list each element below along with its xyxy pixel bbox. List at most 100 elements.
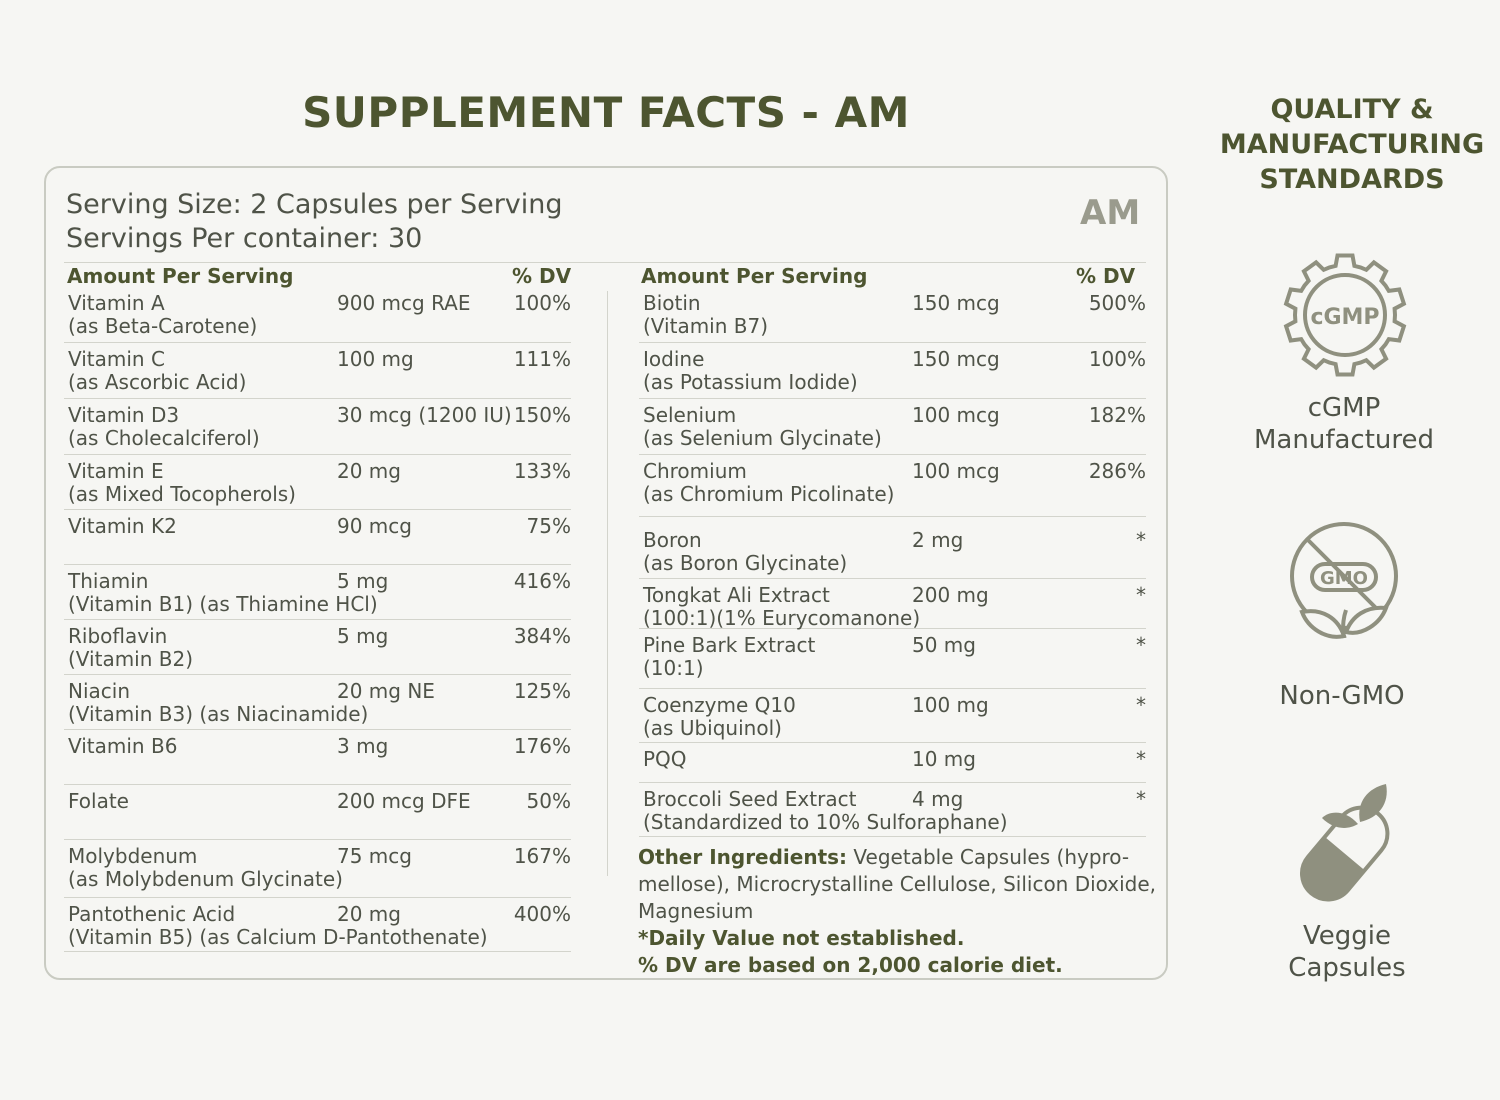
badge-cgmp-line1: cGMP xyxy=(1307,393,1381,423)
column-divider xyxy=(607,291,608,876)
nutrient-amount: 200 mcg DFE xyxy=(337,789,471,813)
nutrient-dv: 133% xyxy=(513,459,571,483)
nutrient-name-line: Iodine xyxy=(643,347,705,371)
nutrient-name: Niacin (Vitamin B3) (as Niacinamide) xyxy=(68,680,368,726)
nutrient-name: Pantothenic Acid (Vitamin B5) (as Calcium… xyxy=(68,903,488,949)
nutrient-name: Biotin (Vitamin B7) xyxy=(643,292,768,338)
nutrient-name-line: Broccoli Seed Extract xyxy=(643,787,857,811)
nutrient-dv: 50% xyxy=(526,789,571,813)
nutrient-source: (as Cholecalciferol) xyxy=(68,426,260,450)
nutrient-dv: * xyxy=(1136,528,1146,552)
nutrient-row: Broccoli Seed Extract (Standardized to 10… xyxy=(639,788,1146,837)
am-badge: AM xyxy=(1080,193,1141,233)
nutrient-row: Chromium (as Chromium Picolinate) 100 mcg 2… xyxy=(639,460,1146,517)
nutrient-name: Broccoli Seed Extract (Standardized to 10… xyxy=(643,788,1008,834)
right-amount-header: Amount Per Serving xyxy=(641,264,868,288)
nutrient-row: Vitamin E (as Mixed Tocopherols) 20 mg 133% xyxy=(64,460,571,510)
nutrient-dv: 500% xyxy=(1088,291,1146,315)
nutrient-name-line: Pantothenic Acid xyxy=(68,902,236,926)
nutrient-dv: 182% xyxy=(1088,403,1146,427)
nutrient-source: (as Ascorbic Acid) xyxy=(68,370,247,394)
nutrient-amount: 900 mcg RAE xyxy=(337,291,471,315)
nutrient-row: Tongkat Ali Extract (100:1)(1% Eurycomano… xyxy=(639,583,1146,630)
badge-veggie: Veggie Capsules xyxy=(1227,920,1467,984)
nutrient-name: PQQ xyxy=(643,748,687,771)
nutrient-amount: 75 mcg xyxy=(337,844,412,868)
nutrient-source: (10:1) xyxy=(643,656,704,680)
dv-basis-note: % DV are based on 2,000 calorie diet. xyxy=(638,953,1063,977)
badge-veggie-line1: Veggie xyxy=(1303,921,1391,951)
nutrient-name: Iodine (as Potassium Iodide) xyxy=(643,348,858,394)
nutrient-dv: 176% xyxy=(513,734,571,758)
badge-cgmp: cGMP Manufactured xyxy=(1224,392,1464,456)
nutrient-source: (as Beta-Carotene) xyxy=(68,314,258,338)
nutrient-name-line: Riboflavin xyxy=(68,624,168,648)
nutrient-name: Vitamin B6 xyxy=(68,735,177,758)
nutrient-source: (Vitamin B3) (as Niacinamide) xyxy=(68,702,369,726)
servings-per-container: Servings Per container: 30 xyxy=(66,223,423,254)
nutrient-amount: 100 mg xyxy=(912,693,989,717)
nutrient-amount: 20 mg xyxy=(337,459,401,483)
standards-title: QUALITY & MANUFACTURING STANDARDS xyxy=(1219,94,1485,195)
nutrient-amount: 20 mg NE xyxy=(337,679,435,703)
nutrient-name: Riboflavin (Vitamin B2) xyxy=(68,625,193,671)
nutrient-name: Selenium (as Selenium Glycinate) xyxy=(643,404,882,450)
nutrient-name: Folate xyxy=(68,790,129,813)
nutrient-name-line: Vitamin B6 xyxy=(68,734,178,758)
nutrient-source: (as Chromium Picolinate) xyxy=(643,482,895,506)
nutrient-name-line: Vitamin A xyxy=(68,291,165,315)
nutrient-amount: 3 mg xyxy=(337,734,389,758)
nutrient-amount: 100 mg xyxy=(337,347,414,371)
badge-cgmp-line2: Manufactured xyxy=(1254,425,1434,455)
nutrient-row: Selenium (as Selenium Glycinate) 100 mcg 18… xyxy=(639,404,1146,455)
nutrient-source: (as Molybdenum Glycinate) xyxy=(68,867,343,891)
nutrient-dv: 400% xyxy=(513,902,571,926)
nutrient-name: Vitamin K2 xyxy=(68,515,177,538)
nutrient-amount: 100 mcg xyxy=(912,403,1000,427)
nutrient-row: Vitamin B6 3 mg 176% xyxy=(64,735,571,785)
facts-panel xyxy=(44,166,1168,980)
nutrient-amount: 10 mg xyxy=(912,747,976,771)
nutrient-amount: 150 mcg xyxy=(912,347,1000,371)
nutrient-name-line: Coenzyme Q10 xyxy=(643,693,796,717)
badge-veggie-line2: Capsules xyxy=(1288,953,1406,983)
nutrient-row: PQQ 10 mg * xyxy=(639,748,1146,783)
nutrient-name: Coenzyme Q10 (as Ubiquinol) xyxy=(643,694,796,740)
nutrient-source: (as Boron Glycinate) xyxy=(643,551,848,575)
nutrient-row: Vitamin K2 90 mcg 75% xyxy=(64,515,571,565)
other-ingredients-text: Vegetable Capsules (hypro-mellose), Micr… xyxy=(638,845,1157,923)
nutrient-row: Pine Bark Extract (10:1) 50 mg * xyxy=(639,634,1146,689)
nutrient-dv: 150% xyxy=(513,403,571,427)
ingredient-notes: Other Ingredients: Vegetable Capsules (h… xyxy=(638,844,1158,979)
nutrient-name-line: Vitamin E xyxy=(68,459,164,483)
nutrient-dv: 167% xyxy=(513,844,571,868)
nutrient-name-line: Thiamin xyxy=(68,569,149,593)
left-amount-header: Amount Per Serving xyxy=(67,264,294,288)
nutrient-row: Vitamin A (as Beta-Carotene) 900 mcg RAE 10… xyxy=(64,292,571,343)
nutrient-dv: 125% xyxy=(513,679,571,703)
nutrient-dv: 75% xyxy=(526,514,571,538)
nutrient-dv: 100% xyxy=(513,291,571,315)
nutrient-source: (as Ubiquinol) xyxy=(643,716,782,740)
nutrient-row: Folate 200 mcg DFE 50% xyxy=(64,790,571,840)
nutrient-name-line: Selenium xyxy=(643,403,737,427)
nutrient-dv: * xyxy=(1136,583,1146,607)
nutrient-name-line: Tongkat Ali Extract xyxy=(643,583,830,607)
nutrient-dv: * xyxy=(1136,747,1146,771)
nutrient-amount: 50 mg xyxy=(912,633,976,657)
nutrient-name-line: Chromium xyxy=(643,459,747,483)
nutrient-row: Boron (as Boron Glycinate) 2 mg * xyxy=(639,529,1146,579)
nutrient-row: Niacin (Vitamin B3) (as Niacinamide) 20 mg… xyxy=(64,680,571,730)
nutrient-row: Vitamin D3 (as Cholecalciferol) 30 mcg (12… xyxy=(64,404,571,455)
nutrient-amount: 4 mg xyxy=(912,787,964,811)
left-dv-header: % DV xyxy=(512,264,572,288)
nutrient-dv: * xyxy=(1136,787,1146,811)
nutrient-amount: 150 mcg xyxy=(912,291,1000,315)
other-ingredients: Other Ingredients: Vegetable Capsules (h… xyxy=(638,845,1156,923)
nutrient-name: Tongkat Ali Extract (100:1)(1% Eurycomano… xyxy=(643,584,920,630)
nutrient-name: Vitamin D3 (as Cholecalciferol) xyxy=(68,404,260,450)
nutrient-row: Iodine (as Potassium Iodide) 150 mcg 100% xyxy=(639,348,1146,399)
nutrient-name: Boron (as Boron Glycinate) xyxy=(643,529,847,575)
nutrient-name-line: Boron xyxy=(643,528,702,552)
nutrient-dv: 100% xyxy=(1088,347,1146,371)
